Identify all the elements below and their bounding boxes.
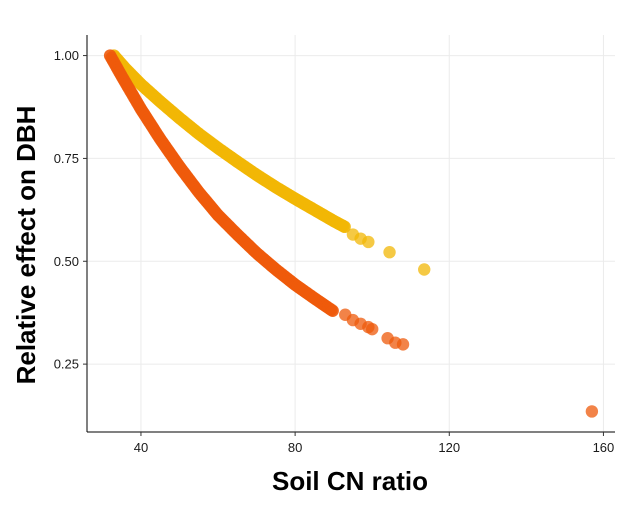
axes <box>83 35 615 436</box>
data-point <box>585 405 599 418</box>
data-point <box>383 246 396 259</box>
data-point <box>396 338 410 351</box>
tick-labels: 40 80 120 160 0.25 0.50 0.75 1.00 <box>54 48 615 455</box>
y-tick-label: 0.25 <box>54 357 79 372</box>
x-tick-label: 40 <box>134 440 148 455</box>
y-tick-label: 0.50 <box>54 254 79 269</box>
data-point <box>365 322 379 336</box>
y-tick-label: 1.00 <box>54 48 79 63</box>
data-point <box>338 220 351 234</box>
data-points <box>103 49 599 418</box>
x-tick-label: 80 <box>288 440 302 455</box>
x-axis-title: Soil CN ratio <box>272 466 428 496</box>
data-point <box>418 263 431 276</box>
y-axis-title: Relative effect on DBH <box>11 106 41 385</box>
data-point <box>326 304 339 318</box>
series-1 <box>103 49 599 418</box>
x-tick-label: 160 <box>593 440 615 455</box>
x-tick-label: 120 <box>438 440 460 455</box>
y-tick-label: 0.75 <box>54 151 79 166</box>
data-point <box>362 235 375 249</box>
series-0 <box>107 49 431 276</box>
